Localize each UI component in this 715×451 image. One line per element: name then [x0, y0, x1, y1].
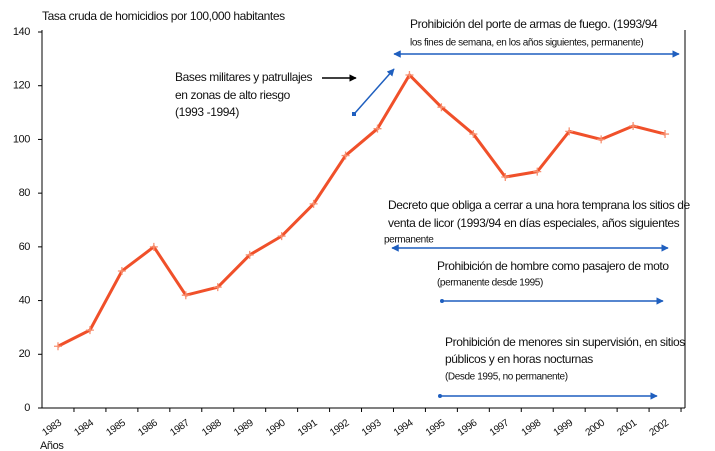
y-tick-label: 120 — [13, 80, 30, 92]
annotation: Prohibición de hombre como pasajero de m… — [437, 259, 669, 273]
x-tick-label: 1995 — [424, 417, 448, 438]
data-point — [501, 173, 510, 182]
x-tick-label: 1987 — [168, 417, 192, 438]
data-point — [85, 326, 94, 335]
data-point — [309, 199, 318, 208]
annotation: Prohibición de menores sin supervisión, … — [445, 335, 685, 349]
data-point — [469, 130, 478, 139]
x-tick-label: 1986 — [136, 417, 160, 438]
annotation: permanente — [384, 235, 434, 246]
data-point — [213, 283, 222, 292]
x-tick-label: 1999 — [552, 417, 576, 438]
data-point — [341, 151, 350, 160]
data-point — [437, 103, 446, 112]
annotation: Bases militares y patrullajes — [175, 70, 313, 84]
data-point — [629, 122, 638, 130]
annotation: (permanente desde 1995) — [437, 278, 543, 289]
x-tick-label: 2001 — [616, 417, 640, 438]
y-tick-label: 80 — [19, 187, 31, 199]
x-tick-label: 1997 — [488, 417, 512, 438]
y-tick-label: 20 — [19, 348, 31, 360]
x-tick-label: 1996 — [456, 417, 480, 438]
arrow-start — [352, 112, 356, 116]
x-tick-label: 1993 — [360, 417, 384, 438]
data-point — [181, 291, 190, 300]
annotation: públicos y en horas nocturnas — [445, 352, 593, 366]
y-tick-label: 0 — [24, 402, 30, 414]
y-tick-label: 100 — [13, 133, 30, 145]
x-tick-label: 1983 — [40, 417, 64, 438]
annotation: Decreto que obliga a cerrar a una hora t… — [388, 198, 691, 212]
annotation: (Desde 1995, no permanente) — [445, 372, 568, 383]
annotation: (1993 -1994) — [175, 105, 239, 119]
data-point — [149, 242, 158, 251]
data-point — [245, 250, 254, 259]
x-tick-label: 1998 — [520, 417, 544, 438]
annotation: Prohibición del porte de armas de fuego.… — [410, 17, 658, 31]
x-tick-label: 2000 — [584, 417, 608, 438]
x-tick-label: 1985 — [104, 417, 128, 438]
x-tick-label: 1989 — [232, 417, 256, 438]
y-axis-title: Tasa cruda de homicidios por 100,000 hab… — [42, 9, 285, 23]
data-point — [597, 135, 606, 144]
data-point — [533, 167, 542, 176]
data-point — [405, 70, 414, 79]
data-point — [373, 124, 382, 133]
x-tick-label: 1994 — [392, 417, 416, 438]
data-point — [117, 267, 126, 276]
x-tick-label: 1991 — [296, 417, 320, 438]
data-point — [277, 232, 286, 241]
arrow — [354, 68, 395, 114]
data-line — [57, 73, 666, 348]
annotation: en zonas de alto riesgo — [175, 88, 291, 102]
annotation: los fines de semana, en los años siguien… — [410, 38, 643, 49]
x-tick-label: 1988 — [200, 417, 224, 438]
y-tick-label: 140 — [13, 26, 30, 38]
x-tick-label: 1984 — [72, 417, 96, 438]
x-axis-title: Años — [40, 440, 64, 451]
y-tick-label: 40 — [19, 294, 31, 306]
y-tick-label: 60 — [19, 241, 31, 253]
data-point — [661, 130, 670, 139]
annotation: venta de licor (1993/94 en días especial… — [388, 216, 680, 230]
x-tick-label: 2002 — [648, 417, 672, 438]
x-tick-label: 1992 — [328, 417, 352, 438]
data-point — [565, 127, 574, 136]
data-point — [54, 342, 62, 351]
x-tick-label: 1990 — [264, 417, 288, 438]
